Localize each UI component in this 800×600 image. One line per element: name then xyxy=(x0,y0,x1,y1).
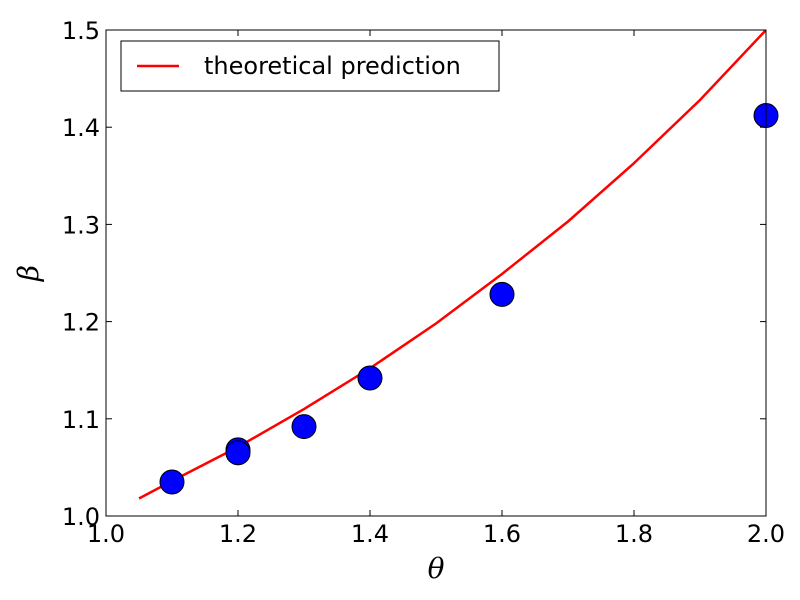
y-axis-label: β xyxy=(12,265,45,282)
y-tick-label: 1.2 xyxy=(62,309,100,337)
y-tick-label: 1.1 xyxy=(62,406,100,434)
y-tick-label: 1.0 xyxy=(62,503,100,531)
legend: theoretical prediction xyxy=(120,40,500,92)
x-tick-label: 1.4 xyxy=(351,520,389,548)
x-tick-label: 1.8 xyxy=(615,520,653,548)
data-point xyxy=(357,365,383,391)
legend-box xyxy=(120,40,500,92)
x-axis-label: θ xyxy=(428,552,445,585)
y-tick-label: 1.5 xyxy=(62,17,100,45)
x-tick-label: 1.2 xyxy=(219,520,257,548)
axis-ticks xyxy=(105,29,767,517)
axis-tick-labels: 1.0 1.2 1.4 1.6 1.8 2.0 1.0 1.1 1.2 1.3 1.4 1.5 xyxy=(62,17,785,548)
data-point xyxy=(159,469,185,495)
y-tick-label: 1.3 xyxy=(62,211,100,239)
x-tick-label: 1.0 xyxy=(87,520,125,548)
data-point xyxy=(291,414,317,440)
plot-frame xyxy=(105,29,767,517)
plot-area xyxy=(138,30,779,500)
y-tick-label: 1.4 xyxy=(62,114,100,142)
theoretical-prediction-line xyxy=(138,30,766,500)
x-tick-label: 1.6 xyxy=(483,520,521,548)
x-tick-label: 2.0 xyxy=(747,520,785,548)
data-point xyxy=(489,281,515,307)
legend-label-theoretical-prediction: theoretical prediction xyxy=(204,52,461,80)
data-point xyxy=(225,440,251,466)
